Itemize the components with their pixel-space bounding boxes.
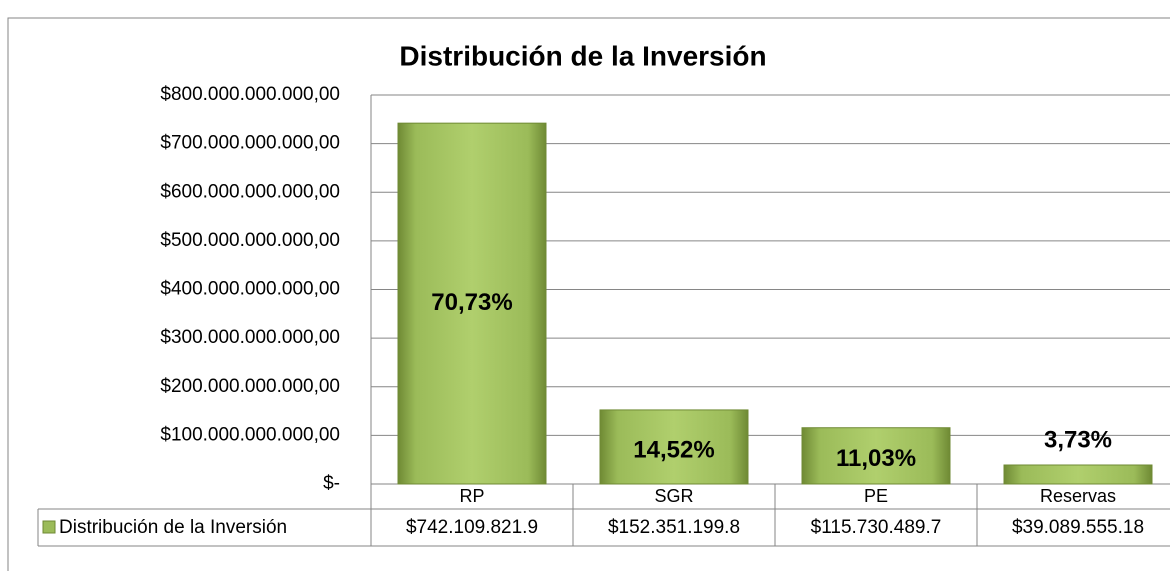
legend-swatch: [42, 520, 56, 534]
y-tick-label: $100.000.000.000,00: [160, 424, 340, 445]
y-tick-label: $400.000.000.000,00: [160, 279, 340, 300]
table-value: $152.351.199.8: [608, 517, 740, 538]
bar: [1003, 464, 1153, 485]
data-label: 14,52%: [633, 436, 714, 463]
x-tick-label: PE: [864, 486, 888, 506]
table-value: $742.109.821.9: [406, 517, 538, 538]
x-tick-label: RP: [459, 486, 484, 506]
x-tick-label: Reservas: [1040, 486, 1116, 506]
y-tick-label: $800.000.000.000,00: [160, 84, 340, 105]
chart-border: [7, 17, 1170, 571]
bar: [397, 122, 547, 485]
data-label: 70,73%: [431, 289, 512, 316]
y-tick-label: $500.000.000.000,00: [160, 230, 340, 251]
chart-title: Distribución de la Inversión: [399, 40, 766, 71]
x-tick-label: SGR: [654, 486, 693, 506]
table-value: $39.089.555.18: [1012, 517, 1144, 538]
y-tick-label: $600.000.000.000,00: [160, 181, 340, 202]
y-tick-label: $-: [323, 473, 340, 494]
bar: [801, 427, 951, 485]
table-value: $115.730.489.7: [811, 517, 942, 538]
legend-label: Distribución de la Inversión: [59, 517, 287, 538]
y-tick-label: $700.000.000.000,00: [160, 133, 340, 154]
data-label: 11,03%: [836, 445, 916, 472]
data-label: 3,73%: [1044, 426, 1112, 453]
y-tick-label: $200.000.000.000,00: [160, 376, 340, 397]
bar: [599, 409, 749, 485]
y-tick-label: $300.000.000.000,00: [160, 327, 340, 348]
